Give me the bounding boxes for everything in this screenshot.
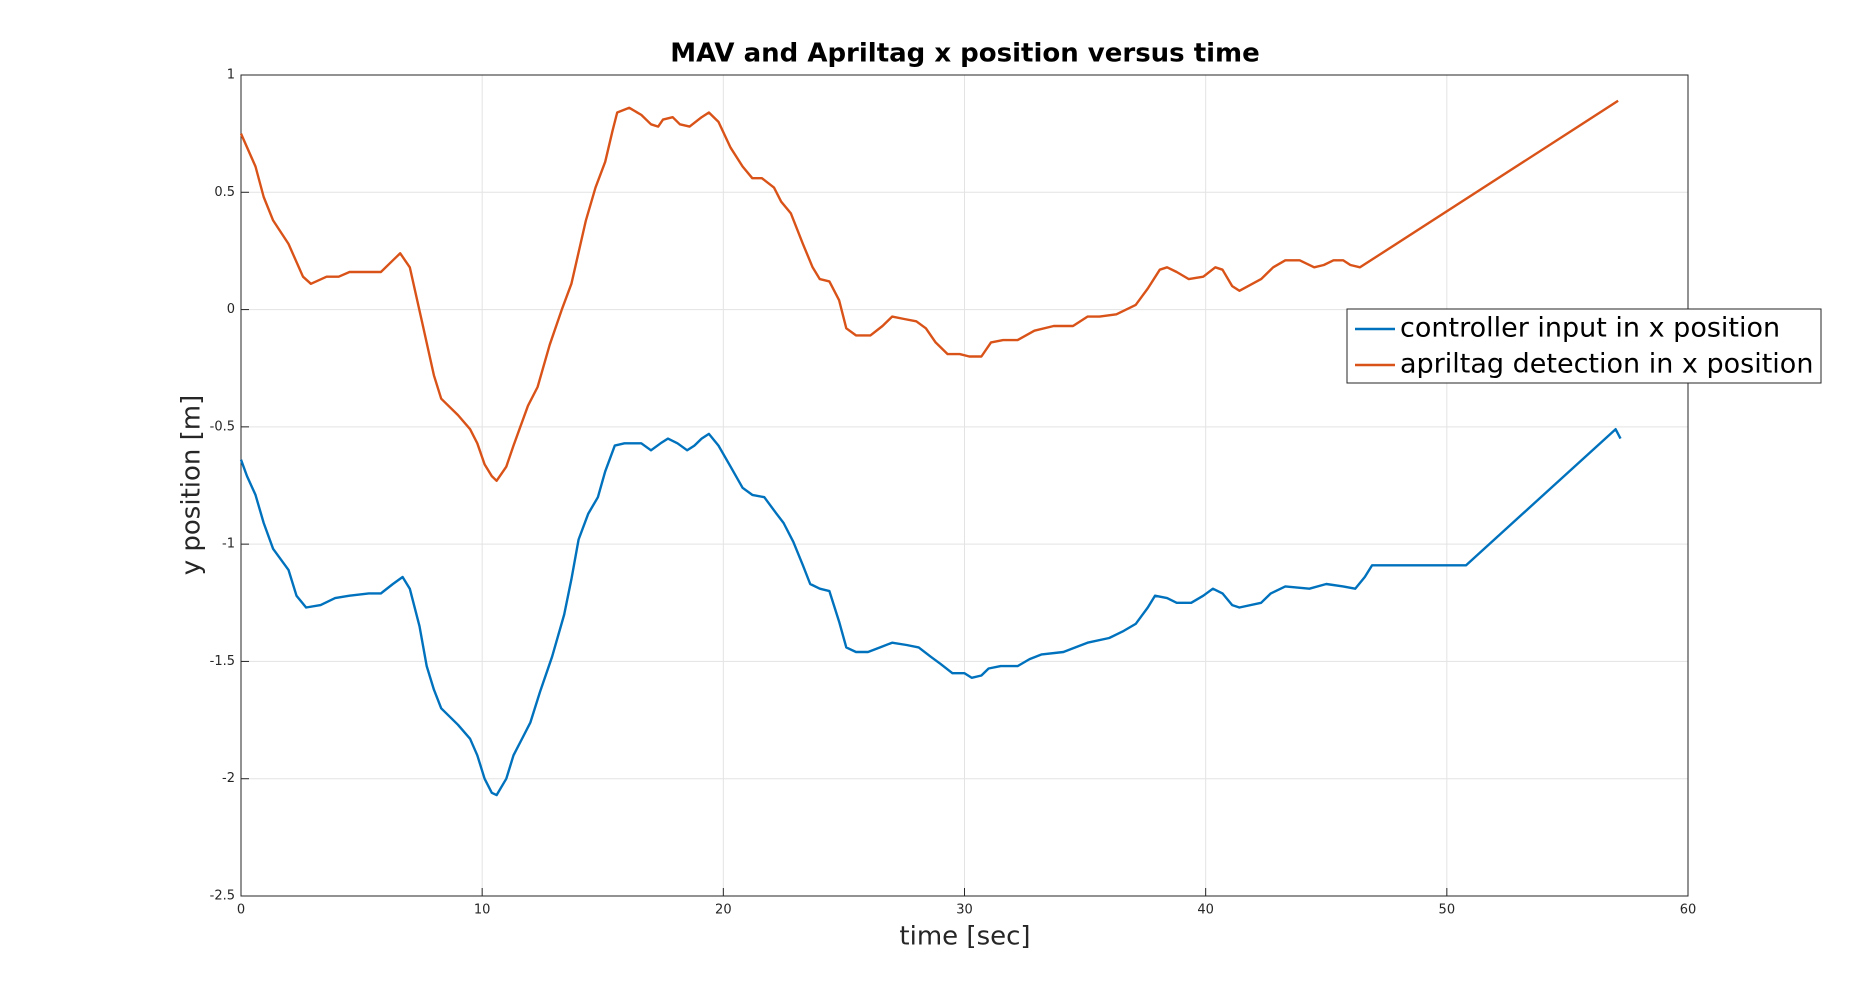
data-line: [239, 428, 1622, 797]
y-tick-label: -2: [222, 771, 235, 786]
y-tick-label: 0.5: [214, 185, 235, 200]
x-tick-label: 0: [237, 903, 245, 918]
y-axis-label: y position [m]: [177, 395, 207, 576]
y-tick-label: -2.5: [210, 889, 235, 904]
legend-label: apriltag detection in x position: [1400, 349, 1813, 380]
x-tick-label: 20: [715, 903, 732, 918]
x-tick-label: 10: [474, 903, 491, 918]
chart-title: MAV and Apriltag x position versus time: [670, 39, 1260, 69]
x-tick-label: 50: [1439, 903, 1456, 918]
x-tick-label: 30: [956, 903, 973, 918]
y-tick-label: -1.5: [210, 654, 235, 669]
y-tick-label: -1: [222, 537, 235, 552]
legend-box: [1346, 308, 1822, 384]
data-line: [239, 99, 1619, 482]
y-tick-label: 0: [227, 302, 235, 317]
x-axis-label: time [sec]: [899, 922, 1030, 952]
x-tick-label: 40: [1197, 903, 1214, 918]
y-tick-label: -0.5: [210, 419, 235, 434]
legend-label: controller input in x position: [1400, 313, 1780, 344]
y-tick-label: 1: [227, 68, 235, 83]
x-tick-label: 60: [1680, 903, 1697, 918]
axes-box: [240, 74, 1689, 897]
